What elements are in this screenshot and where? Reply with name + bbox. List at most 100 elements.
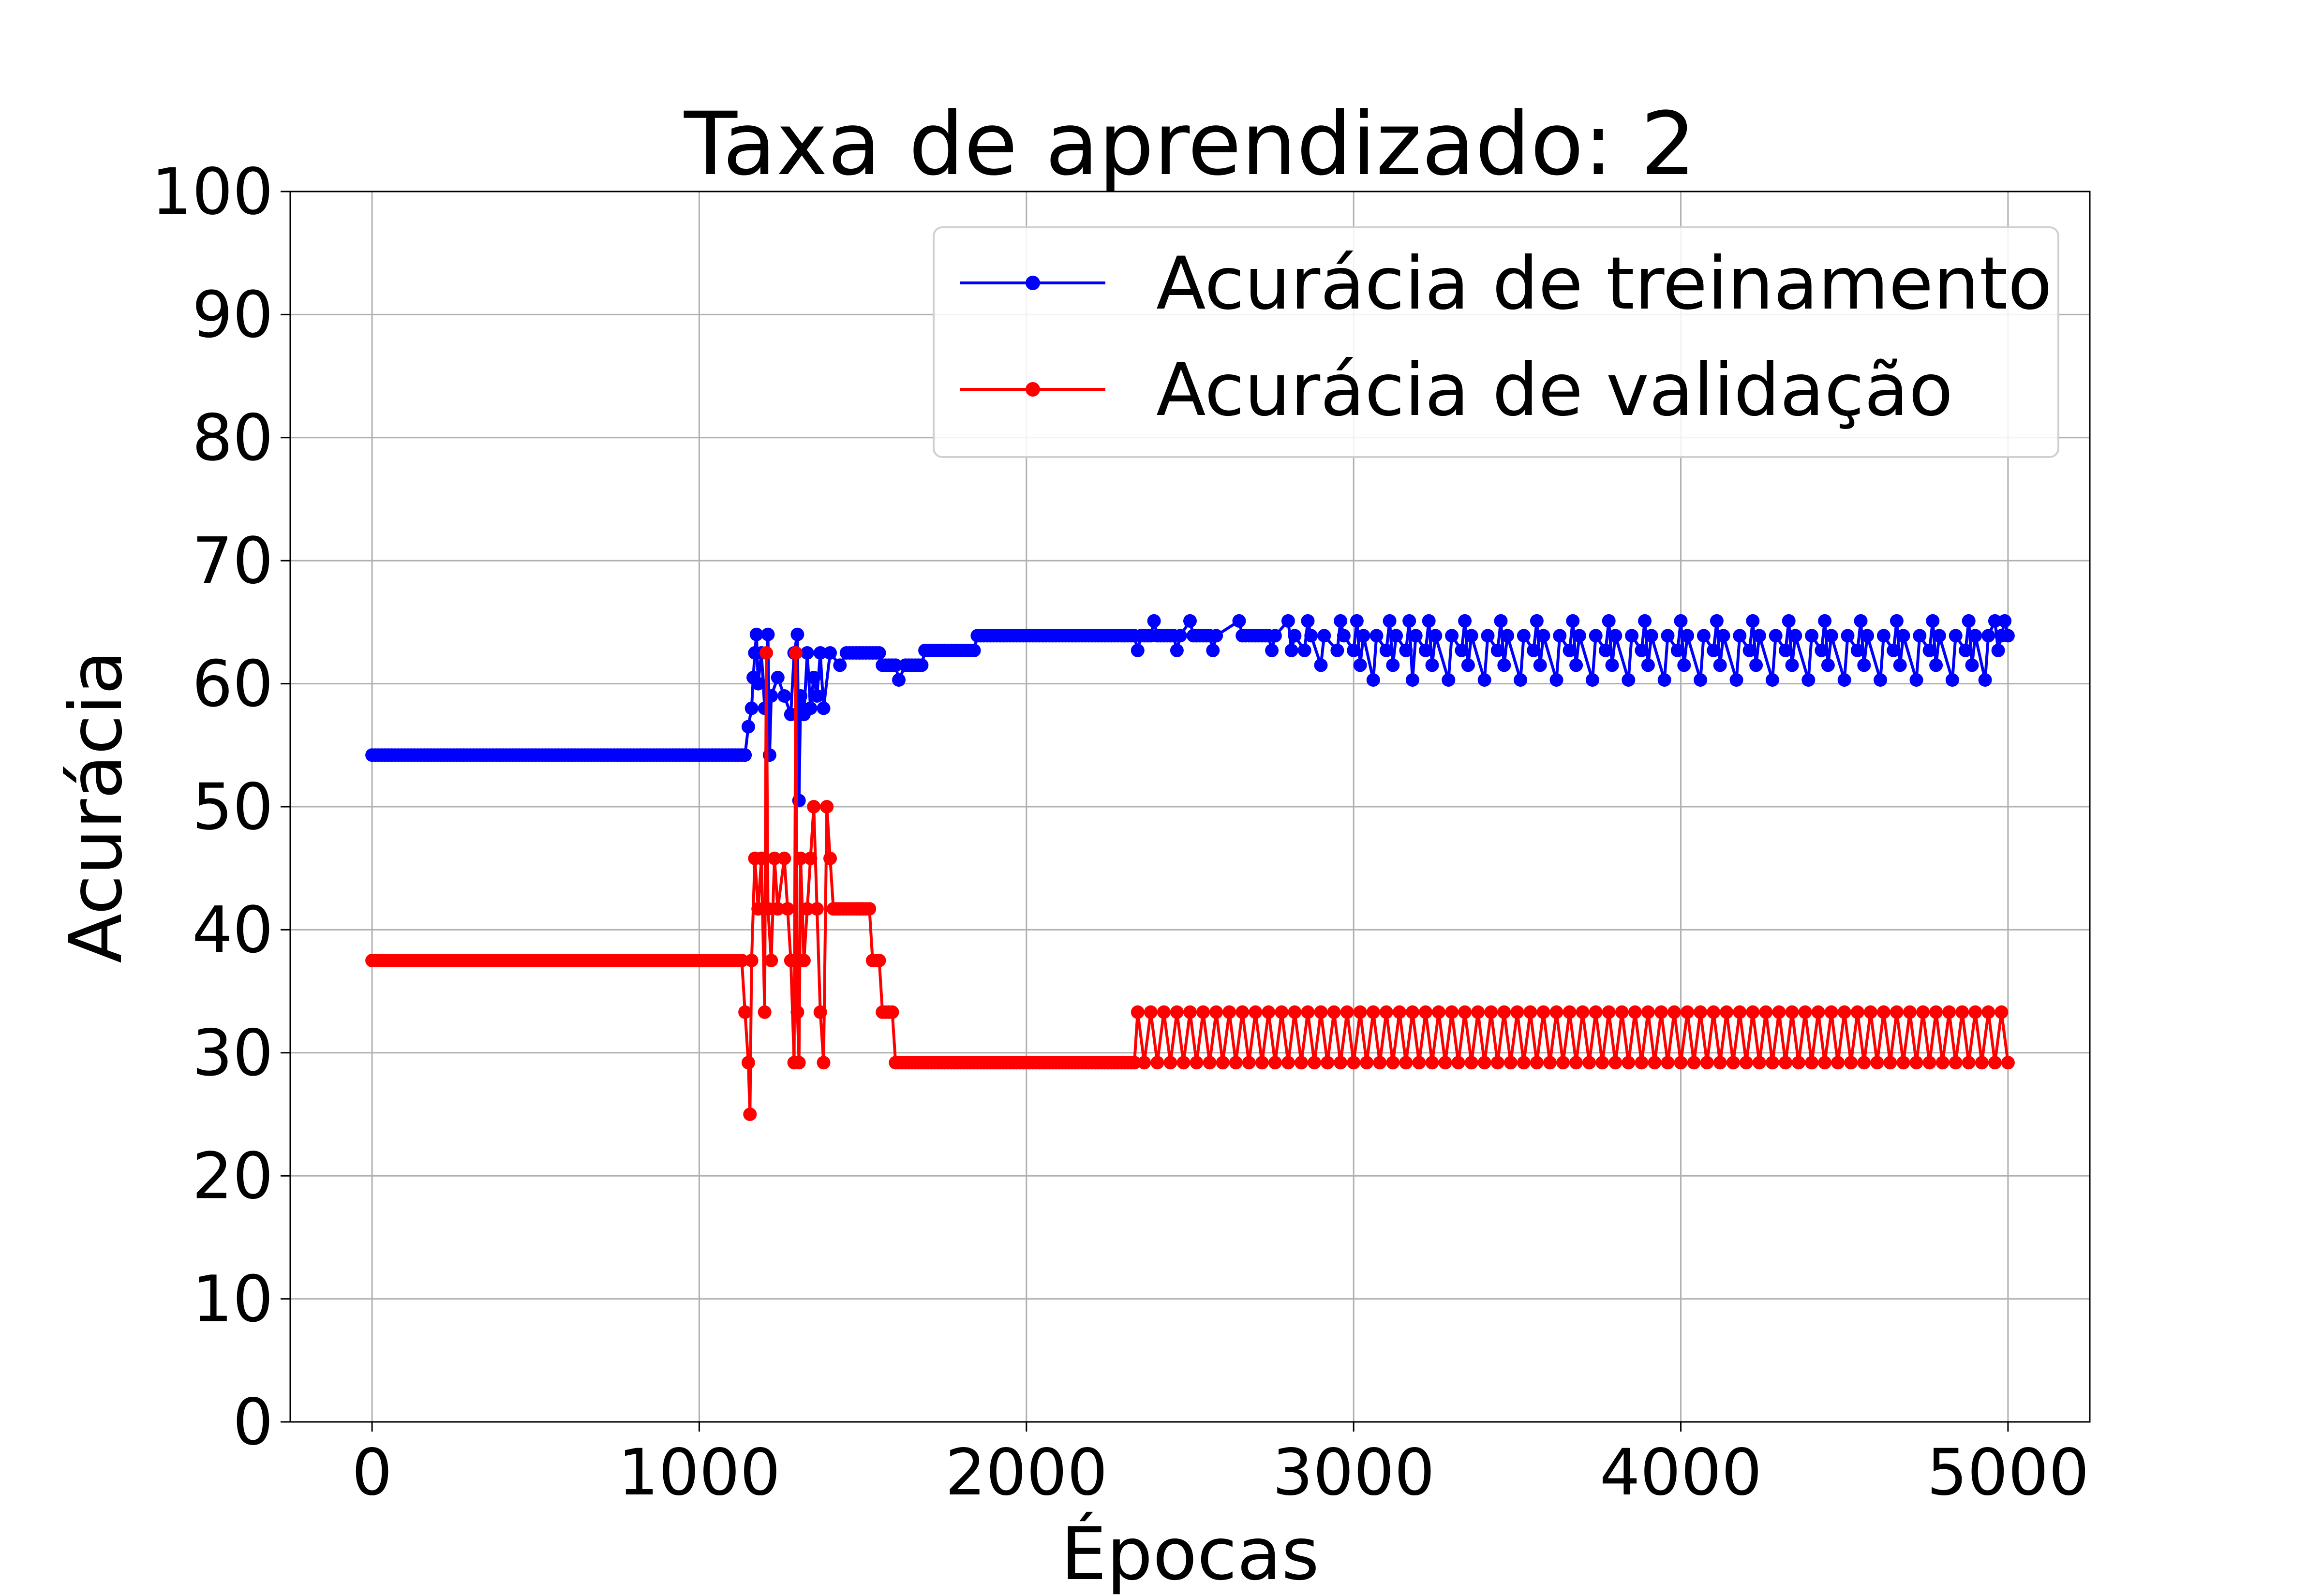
data-point: [804, 701, 818, 715]
data-point: [1922, 1056, 1936, 1070]
data-point: [1841, 629, 1855, 643]
data-point: [1494, 614, 1508, 628]
data-point: [1157, 1005, 1171, 1019]
data-point: [1929, 658, 1943, 672]
data-point: [1268, 1056, 1282, 1070]
data-point: [1772, 1005, 1786, 1019]
data-point: [1340, 1005, 1354, 1019]
data-point: [1523, 1005, 1537, 1019]
data-point: [810, 689, 824, 703]
data-point: [1503, 1056, 1518, 1070]
data-point: [1733, 629, 1747, 643]
data-point: [1981, 629, 1995, 643]
y-tick-label: 10: [192, 1262, 273, 1337]
data-point: [1242, 1056, 1256, 1070]
data-point: [1681, 629, 1695, 643]
x-tick-label: 2000: [945, 1435, 1108, 1510]
data-point: [1163, 1056, 1177, 1070]
data-point: [1749, 658, 1763, 672]
data-point: [1785, 658, 1799, 672]
data-point: [1863, 1005, 1877, 1019]
data-point: [1455, 643, 1469, 657]
data-point: [1281, 614, 1295, 628]
data-point: [1206, 643, 1220, 657]
data-point: [1615, 1005, 1629, 1019]
data-point: [1896, 629, 1910, 643]
data-point: [784, 954, 798, 967]
data-point: [1792, 1056, 1805, 1070]
data-point: [741, 1056, 755, 1070]
data-point: [1249, 1005, 1263, 1019]
data-point: [1746, 614, 1760, 628]
data-point: [1896, 1056, 1910, 1070]
data-point: [1861, 629, 1875, 643]
data-point: [1209, 629, 1223, 643]
data-point: [1501, 629, 1515, 643]
data-point: [1657, 673, 1671, 687]
data-point: [1402, 614, 1416, 628]
data-point: [1412, 1056, 1426, 1070]
data-point: [1549, 1005, 1563, 1019]
data-point: [1955, 1005, 1969, 1019]
data-point: [1360, 1056, 1374, 1070]
data-point: [751, 902, 765, 916]
data-point: [1232, 614, 1246, 628]
data-point: [1874, 673, 1888, 687]
data-point: [1697, 629, 1711, 643]
data-point: [1131, 1005, 1145, 1019]
data-point: [1837, 673, 1851, 687]
data-point: [1677, 658, 1691, 672]
data-point: [1769, 629, 1783, 643]
legend-marker-validation: [1026, 382, 1040, 397]
data-point: [1383, 614, 1397, 628]
data-point: [1720, 1005, 1734, 1019]
data-point: [872, 646, 886, 660]
data-point: [1857, 658, 1871, 672]
data-point: [1585, 673, 1599, 687]
data-point: [1644, 629, 1658, 643]
data-point: [885, 1005, 899, 1019]
data-point: [1350, 614, 1364, 628]
data-point: [1805, 629, 1819, 643]
data-point: [1131, 643, 1145, 657]
data-point: [1366, 673, 1380, 687]
data-point: [738, 748, 752, 762]
data-point: [761, 902, 775, 916]
series-line: [372, 651, 2009, 1116]
data-point: [1458, 1005, 1472, 1019]
data-point: [1563, 643, 1577, 657]
data-point: [1137, 1056, 1151, 1070]
data-point: [1752, 1056, 1766, 1070]
data-point: [1536, 1005, 1550, 1019]
data-point: [755, 851, 768, 865]
y-tick-label: 50: [192, 770, 273, 844]
data-point: [1890, 614, 1904, 628]
data-point: [1334, 1056, 1348, 1070]
data-point: [1405, 673, 1419, 687]
data-point: [1284, 643, 1298, 657]
data-point: [1321, 1056, 1335, 1070]
data-point: [1968, 1005, 1982, 1019]
data-point: [1785, 1005, 1799, 1019]
data-point: [817, 1056, 831, 1070]
y-tick-label: 60: [192, 647, 273, 722]
data-point: [744, 954, 759, 967]
data-point: [1661, 629, 1675, 643]
y-tick-label: 20: [192, 1139, 273, 1213]
data-point: [1913, 629, 1927, 643]
data-point: [1530, 1056, 1544, 1070]
data-point: [1707, 643, 1721, 657]
data-point: [1638, 614, 1652, 628]
data-point: [1549, 673, 1563, 687]
data-point: [1297, 643, 1311, 657]
data-point: [1622, 673, 1636, 687]
data-point: [761, 627, 775, 641]
data-point: [1275, 1005, 1289, 1019]
data-point: [1824, 629, 1838, 643]
data-point: [1327, 1005, 1341, 1019]
data-point: [1602, 1005, 1616, 1019]
data-point: [1353, 1005, 1367, 1019]
data-point: [1196, 1005, 1210, 1019]
data-point: [1262, 1005, 1276, 1019]
data-point: [1389, 629, 1403, 643]
